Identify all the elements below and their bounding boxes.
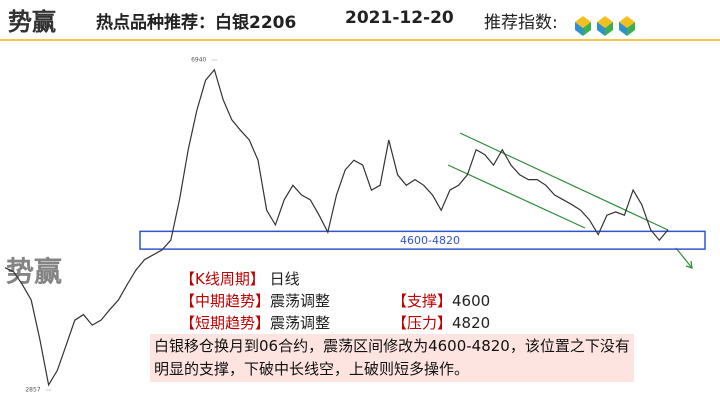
note: 白银移仓换月到06合约，震荡区间修改为4600-4820，该位置之下没有明显的支…	[150, 334, 634, 382]
row-value: 4820	[452, 314, 491, 332]
row-value: 震荡调整	[270, 314, 331, 332]
row-label: 【K线周期】	[180, 270, 265, 288]
row-label: 【中期趋势】	[180, 292, 271, 310]
arrow	[675, 247, 693, 269]
logo: 势赢	[8, 7, 56, 36]
row-value: 4600	[452, 292, 491, 310]
row-label: 【短期趋势】	[180, 314, 271, 332]
row: 【短期趋势】震荡调整	[180, 312, 330, 333]
arrow-head	[685, 260, 693, 269]
rating-label: 推荐指数:	[484, 13, 558, 33]
row-value: 日线	[269, 270, 300, 288]
range-label: 4600-4820	[400, 234, 460, 247]
range-box	[139, 230, 706, 250]
row: 【中期趋势】震荡调整	[180, 290, 330, 311]
y-tick-label: 6940	[191, 57, 206, 64]
date: 2021-12-20	[345, 8, 454, 28]
trend-line	[447, 164, 586, 229]
row: 【支撑】4600	[392, 290, 490, 311]
trend-line	[459, 132, 669, 231]
row-value: 震荡调整	[270, 292, 331, 310]
row-label: 【支撑】	[392, 292, 453, 310]
row-label: 【压力】	[392, 314, 453, 332]
title: 热点品种推荐：白银2206	[96, 13, 297, 33]
price-line	[4, 68, 669, 387]
rating-icons	[575, 16, 635, 36]
y-tick-label: 2857	[25, 387, 40, 394]
row: 【K线周期】 日线	[180, 268, 300, 289]
logo-watermark: 势赢	[6, 255, 63, 288]
row: 【压力】4820	[392, 312, 490, 333]
